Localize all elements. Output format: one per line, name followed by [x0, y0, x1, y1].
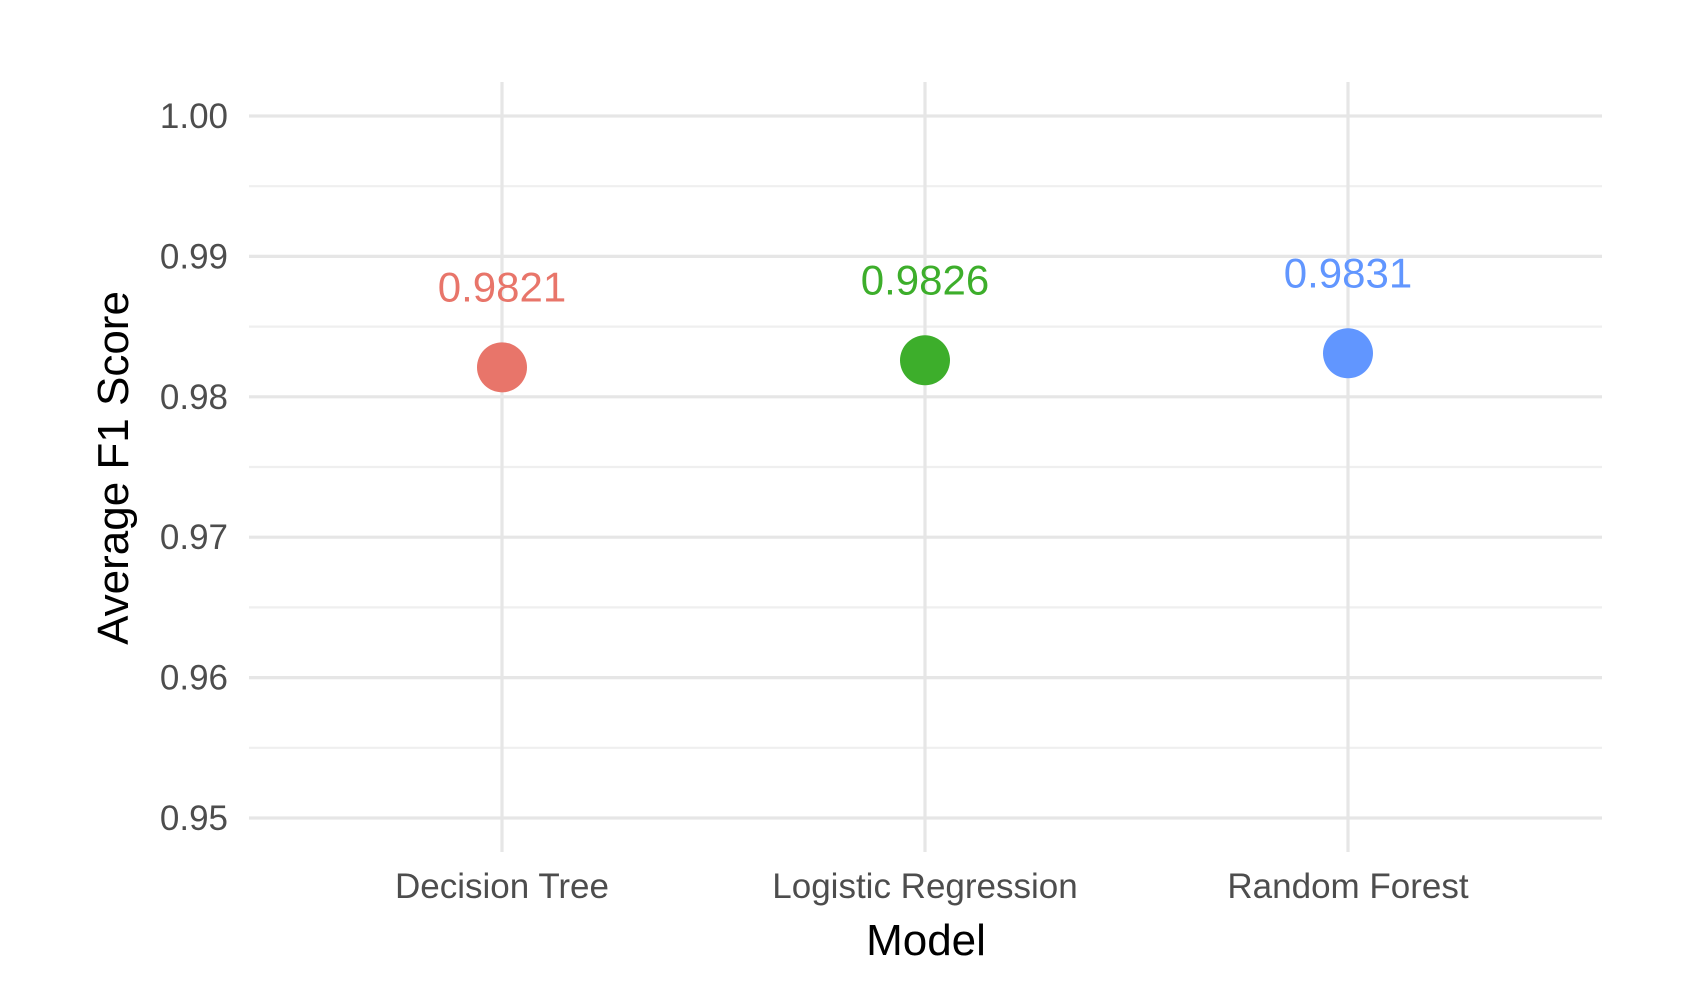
y-tick-label: 0.99: [160, 237, 228, 276]
x-tick-label: Random Forest: [1227, 867, 1468, 906]
data-value-label: 0.9831: [1284, 249, 1412, 296]
data-point: [900, 335, 950, 386]
data-point: [1323, 328, 1373, 379]
data-value-label: 0.9821: [438, 263, 566, 310]
y-axis-title: Average F1 Score: [89, 291, 138, 645]
y-tick-label: 1.00: [160, 97, 228, 136]
x-tick-label: Logistic Regression: [772, 867, 1077, 906]
data-value-label: 0.9826: [861, 256, 989, 303]
data-point: [477, 342, 527, 393]
y-tick-label: 0.95: [160, 799, 228, 838]
x-tick-label: Decision Tree: [395, 867, 609, 906]
y-tick-label: 0.97: [160, 518, 228, 557]
y-tick-label: 0.96: [160, 659, 228, 698]
y-axis-ticks: 0.95 0.96 0.97 0.98 0.99 1.00: [160, 97, 228, 838]
data-labels: 0.9821 0.9826 0.9831: [438, 249, 1412, 310]
x-axis-ticks: Decision Tree Logistic Regression Random F…: [395, 867, 1469, 906]
data-points: [477, 328, 1373, 393]
grid-lines: [249, 82, 1602, 852]
y-tick-label: 0.98: [160, 378, 228, 417]
x-axis-title: Model: [866, 916, 986, 965]
